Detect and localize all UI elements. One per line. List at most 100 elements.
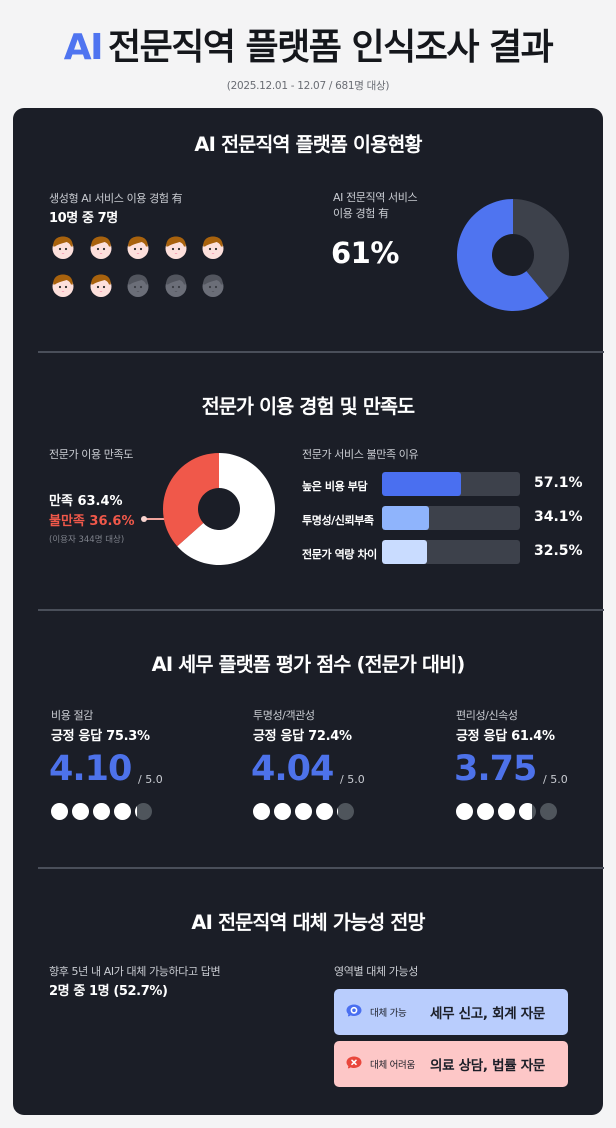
positive-response: 긍정 응답 72.4% — [253, 729, 352, 744]
rating-dots — [51, 803, 152, 820]
reason-value: 32.5% — [534, 543, 583, 559]
person-active-icon — [88, 272, 114, 298]
score-card: 편리성/신속성 긍정 응답 61.4% 3.75 / 5.0 — [454, 707, 616, 837]
person-inactive-icon — [125, 272, 151, 298]
replace-label: 향후 5년 내 AI가 대체 가능하다고 답변 — [49, 965, 221, 978]
platform-label-line2: 이용 경험 有 — [333, 207, 389, 220]
rating-dot — [519, 803, 536, 820]
rating-dot — [295, 803, 312, 820]
score-value: 4.10 — [49, 749, 132, 789]
rating-dot — [477, 803, 494, 820]
score-category: 비용 절감 — [51, 709, 93, 722]
satisfaction-label: 전문가 이용 만족도 — [49, 448, 133, 461]
section-divider — [38, 867, 604, 869]
positive-response: 긍정 응답 75.3% — [51, 729, 150, 744]
leader-dot — [141, 516, 147, 522]
person-inactive-icon — [200, 272, 226, 298]
satisfied-legend: 만족 63.4% — [49, 494, 123, 509]
donut-segment-unsatisfied — [163, 453, 219, 547]
genai-label: 생성형 AI 서비스 이용 경험 有 — [49, 192, 183, 205]
hard-to-replace-areas: 의료 상담, 법률 자문 — [430, 1058, 545, 1074]
score-value: 4.04 — [251, 749, 334, 789]
donut-segment-not-used — [513, 199, 569, 299]
donut-segment-used — [457, 199, 549, 311]
reason-label: 투명성/신뢰부족 — [302, 514, 374, 527]
rating-dots — [253, 803, 354, 820]
title-text: 전문직역 플랫폼 인식조사 결과 — [108, 27, 554, 68]
person-active-icon — [50, 272, 76, 298]
person-inactive-icon — [163, 272, 189, 298]
reason-value: 57.1% — [534, 475, 583, 491]
respondents-note: (이용자 344명 대상) — [49, 535, 125, 545]
x-speech-bubble-icon — [346, 1056, 362, 1070]
score-max: / 5.0 — [138, 773, 163, 786]
hard-to-replace-tag: 대체 어려움 — [370, 1060, 415, 1071]
reason-bar-row: 전문가 역량 차이 32.5% — [302, 540, 583, 567]
person-active-icon — [163, 234, 189, 260]
reason-value: 34.1% — [534, 509, 583, 525]
section-usage-title: AI 전문직역 플랫폼 이용현황 — [194, 133, 422, 156]
section-scores-title: AI 세무 플랫폼 평가 점수 (전문가 대비) — [151, 653, 466, 676]
positive-response: 긍정 응답 61.4% — [456, 729, 555, 744]
score-card: 투명성/객관성 긍정 응답 72.4% 4.04 / 5.0 — [251, 707, 433, 837]
bar-fill — [382, 506, 430, 530]
o-speech-bubble-icon — [346, 1004, 362, 1018]
bar-track — [382, 506, 520, 530]
platform-label-line1: AI 전문직역 서비스 — [333, 191, 418, 204]
rating-dot — [72, 803, 89, 820]
donut-segment-satisfied — [177, 453, 275, 565]
section-replace-title: AI 전문직역 대체 가능성 전망 — [191, 911, 425, 934]
person-active-icon — [88, 234, 114, 260]
replaceable-areas: 세무 신고, 회계 자문 — [430, 1006, 545, 1022]
title-accent: AI — [63, 27, 104, 68]
bar-fill — [382, 472, 461, 496]
section-satisfaction-title: 전문가 이용 경험 및 만족도 — [201, 395, 415, 418]
platform-usage-value: 61% — [331, 236, 399, 270]
unsatisfied-legend: 불만족 36.6% — [49, 514, 135, 529]
rating-dot — [135, 803, 152, 820]
replace-value: 2명 중 1명 (52.7%) — [49, 984, 168, 999]
reason-label: 높은 비용 부담 — [302, 480, 368, 493]
rating-dot — [253, 803, 270, 820]
person-active-icon — [50, 234, 76, 260]
rating-dot — [540, 803, 557, 820]
areas-label: 영역별 대체 가능성 — [334, 965, 418, 978]
rating-dot — [456, 803, 473, 820]
bar-fill — [382, 540, 427, 564]
score-max: / 5.0 — [543, 773, 568, 786]
score-max: / 5.0 — [340, 773, 365, 786]
usage-donut-chart — [457, 199, 569, 311]
score-category: 투명성/객관성 — [253, 709, 315, 722]
page-title: AI 전문직역 플랫폼 인식조사 결과 — [0, 26, 616, 70]
reason-bar-row: 높은 비용 부담 57.1% — [302, 472, 583, 499]
section-divider — [38, 351, 604, 353]
bar-track — [382, 472, 520, 496]
section-divider — [38, 609, 604, 611]
reason-bar-row: 투명성/신뢰부족 34.1% — [302, 506, 583, 533]
score-card: 비용 절감 긍정 응답 75.3% 4.10 / 5.0 — [49, 707, 231, 837]
leader-line — [144, 518, 170, 520]
score-category: 편리성/신속성 — [456, 709, 518, 722]
rating-dot — [51, 803, 68, 820]
rating-dot — [498, 803, 515, 820]
rating-dot — [114, 803, 131, 820]
reason-label: 전문가 역량 차이 — [302, 548, 377, 561]
reasons-label: 전문가 서비스 불만족 이유 — [302, 448, 419, 461]
rating-dot — [337, 803, 354, 820]
genai-value: 10명 중 7명 — [49, 211, 118, 226]
replaceable-area-card: 대체 가능 세무 신고, 회계 자문 — [334, 989, 568, 1035]
replaceable-tag: 대체 가능 — [370, 1008, 407, 1019]
person-active-icon — [200, 234, 226, 260]
score-value: 3.75 — [454, 749, 537, 789]
rating-dot — [93, 803, 110, 820]
rating-dot — [316, 803, 333, 820]
bar-track — [382, 540, 520, 564]
people-pictogram — [50, 234, 226, 298]
hard-to-replace-area-card: 대체 어려움 의료 상담, 법률 자문 — [334, 1041, 568, 1087]
results-card: AI 전문직역 플랫폼 이용현황 생성형 AI 서비스 이용 경험 有 10명 … — [13, 108, 604, 1115]
rating-dots — [456, 803, 557, 820]
rating-dot — [274, 803, 291, 820]
person-active-icon — [125, 234, 151, 260]
satisfaction-donut-chart — [163, 453, 275, 565]
